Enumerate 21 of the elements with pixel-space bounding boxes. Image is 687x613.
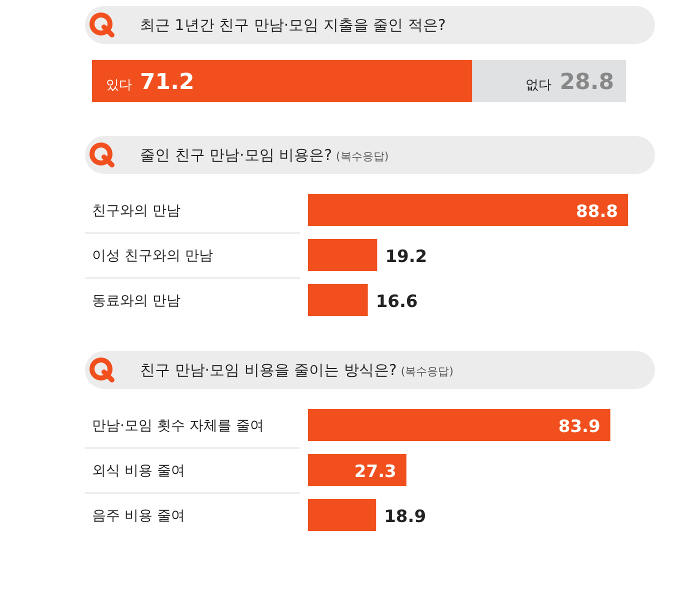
data-label: 28.8	[560, 70, 614, 95]
chart-title: 친구 만남·모임 비용을 줄이는 방식은?	[140, 361, 397, 379]
data-label: 27.3	[354, 462, 396, 482]
y-tick-label: 이성 친구와의 만남	[92, 248, 213, 264]
y-tick-label: 친구와의 만남	[92, 203, 180, 219]
data-label: 88.8	[576, 202, 618, 222]
data-label: 71.2	[140, 70, 194, 95]
data-label: 19.2	[385, 247, 428, 267]
series-label: 있다	[106, 78, 132, 93]
data-label: 83.9	[558, 417, 600, 437]
y-tick-label: 외식 비용 줄여	[92, 463, 185, 479]
data-label: 16.6	[376, 292, 418, 312]
y-tick-label: 만남·모임 횟수 자체를 줄여	[92, 418, 264, 434]
chart-subtitle: (복수응답)	[400, 365, 454, 378]
y-tick-label: 동료와의 만남	[92, 293, 180, 309]
chart-subtitle: (복수응답)	[336, 150, 389, 163]
y-tick-label: 음주 비용 줄여	[92, 508, 185, 524]
chart-title: 줄인 친구 만남·모임 비용은?	[140, 146, 332, 164]
chart-title: 최근 1년간 친구 만남·모임 지출을 줄인 적은?	[140, 16, 446, 34]
data-label: 18.9	[384, 507, 426, 527]
series-label: 없다	[526, 78, 552, 93]
